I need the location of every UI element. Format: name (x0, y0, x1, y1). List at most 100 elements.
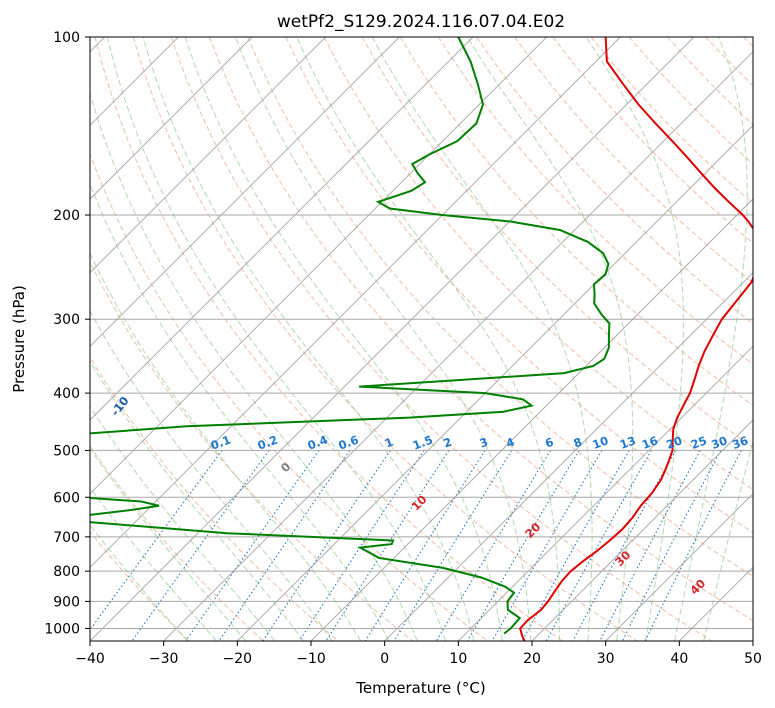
moist-adiabats (90, 37, 753, 641)
dry-adiabat (667, 37, 753, 126)
moist-adiabat-label: 40 (687, 576, 708, 597)
mixing-ratio-line (467, 450, 580, 641)
isotherm (90, 37, 695, 641)
mixing-ratio-line (262, 450, 391, 641)
mixing-ratio-line (621, 450, 722, 641)
dry-adiabat (399, 37, 753, 407)
y-tick-label: 200 (53, 208, 80, 224)
x-tick-label: −10 (296, 651, 326, 667)
x-tick-label: 0 (380, 651, 389, 667)
dry-adiabat (94, 37, 563, 641)
y-axis-label: Pressure (hPa) (10, 285, 28, 393)
moist-adiabat (674, 37, 748, 641)
mixing-ratio-line (572, 450, 676, 641)
isotherm (90, 37, 474, 421)
dry-adiabat (590, 37, 753, 205)
isotherm (531, 419, 753, 641)
isotherm (384, 271, 753, 641)
temperature-line (519, 37, 753, 641)
moist-adiabat-label: 0 (278, 460, 294, 476)
dry-adiabat (90, 445, 264, 641)
mixing-ratio-label: 0.6 (336, 433, 360, 453)
moist-adiabat (296, 37, 560, 641)
moist-adiabat (90, 447, 247, 641)
x-tick-label: 20 (523, 651, 541, 667)
y-tick-label: 600 (53, 490, 80, 506)
isotherm (310, 198, 753, 641)
mixing-ratio-label: 36 (730, 433, 750, 452)
mixing-ratio-label: 30 (709, 433, 729, 452)
line-labels: 0.10.20.40.611.52346810131620253036-100-… (108, 394, 750, 598)
dry-adiabat (514, 37, 753, 284)
mixing-ratio-label: 2 (441, 435, 453, 451)
dry-adiabat (209, 37, 753, 622)
isotherm (236, 124, 753, 641)
x-tick-label: −30 (149, 651, 179, 667)
mixing-ratio-line (545, 450, 652, 641)
y-axis-ticks: 100 200 300 400 500 600 700 800 900 1000 (44, 30, 90, 637)
isotherm (457, 345, 753, 641)
plot-area: 0.10.20.40.611.52346810131620253036-100-… (90, 37, 753, 641)
y-tick-label: 400 (53, 386, 80, 402)
mixing-ratio-line (185, 450, 320, 641)
moist-adiabat (90, 360, 304, 641)
mixing-ratio-label: 16 (640, 433, 660, 452)
dry-adiabat (743, 37, 753, 48)
isotherm (163, 50, 753, 641)
mixing-ratio-label: 0.1 (209, 433, 233, 453)
mixing-ratio-lines (90, 450, 742, 641)
dry-adiabat (90, 530, 190, 641)
moist-adiabat-label: 20 (522, 520, 543, 541)
y-tick-label: 300 (53, 312, 80, 328)
isotherm (90, 37, 621, 569)
dry-adiabat (90, 260, 414, 641)
dry-adiabat-label: -10 (108, 394, 132, 419)
x-axis-ticks: −40 −30 −20 −10 0 10 20 30 40 50 (75, 641, 762, 667)
x-tick-label: −20 (223, 651, 253, 667)
dry-adiabat (705, 37, 753, 87)
mixing-ratio-line (491, 450, 603, 641)
isotherm (90, 37, 327, 274)
isotherms (90, 37, 753, 641)
dry-adiabats (90, 37, 753, 641)
dry-adiabat (90, 356, 339, 641)
moist-adiabat (90, 405, 276, 641)
dry-adiabat (285, 37, 753, 534)
mixing-ratio-label: 3 (478, 435, 490, 451)
mixing-ratio-label: 1.5 (411, 433, 435, 453)
dry-adiabat (323, 37, 753, 491)
moist-adiabat (106, 37, 447, 641)
moist-adiabat (90, 252, 362, 641)
mixing-ratio-label: 6 (543, 435, 555, 451)
mixing-ratio-label: 13 (618, 433, 638, 452)
isotherm (90, 37, 400, 348)
mixing-ratio-line (644, 450, 742, 641)
dry-adiabat (170, 37, 712, 641)
moist-adiabat (466, 37, 634, 641)
x-tick-label: 50 (744, 651, 762, 667)
mixing-ratio-line (435, 450, 552, 641)
profile-series (90, 37, 753, 641)
moist-adiabat-label: 10 (408, 492, 429, 513)
x-tick-label: −40 (75, 651, 105, 667)
moist-adiabat (90, 91, 418, 641)
mixing-ratio-line (131, 450, 270, 641)
y-tick-label: 900 (53, 594, 80, 610)
dewpoint-line (90, 37, 611, 635)
moist-adiabat (90, 310, 333, 641)
x-tick-label: 30 (597, 651, 615, 667)
moist-adiabat (184, 37, 503, 641)
moist-adiabat (142, 37, 475, 641)
x-axis-label: Temperature (°C) (355, 679, 485, 697)
isotherm (752, 640, 753, 641)
x-tick-label: 10 (449, 651, 467, 667)
moist-adiabat (90, 486, 217, 641)
y-tick-label: 700 (53, 530, 80, 546)
x-tick-label: 40 (670, 651, 688, 667)
mixing-ratio-label: 0.4 (306, 433, 330, 453)
mixing-ratio-line (90, 450, 223, 631)
mixing-ratio-label: 10 (591, 433, 611, 452)
mixing-ratio-line (599, 450, 701, 641)
moist-adiabat (90, 524, 188, 641)
